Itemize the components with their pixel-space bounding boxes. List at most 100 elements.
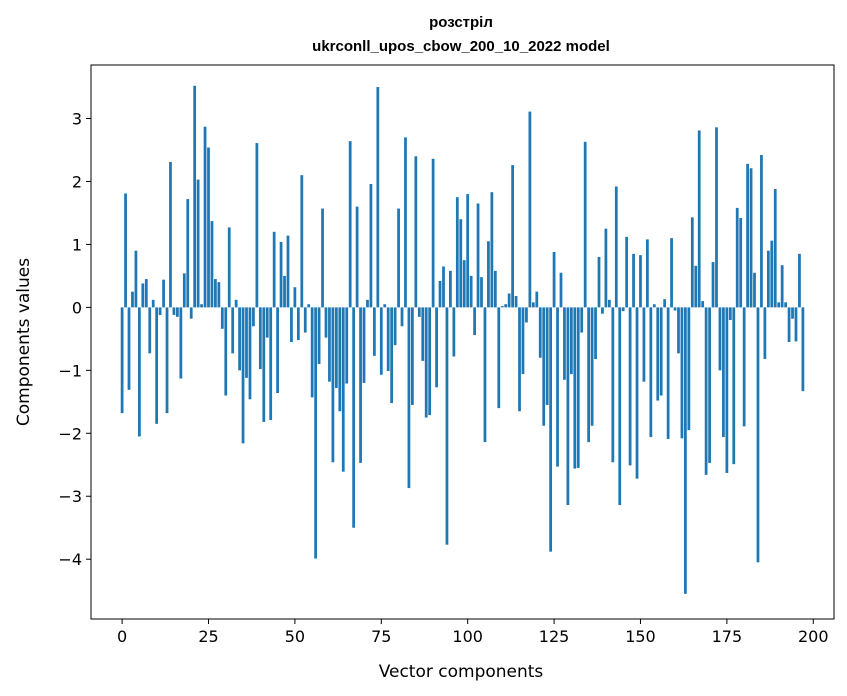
y-tick-label: −3	[58, 487, 82, 506]
bar-component-164	[687, 307, 691, 431]
bar-component-33	[234, 299, 238, 308]
bar-component-118	[528, 111, 532, 308]
bar-component-111	[504, 304, 508, 308]
bar-component-66	[348, 141, 352, 308]
bar-component-189	[773, 189, 777, 308]
bar-component-53	[303, 307, 307, 333]
bar-component-68	[355, 206, 359, 308]
bar-component-136	[590, 307, 594, 426]
bar-component-176	[728, 307, 732, 320]
bar-component-149	[635, 307, 639, 479]
bar-component-47	[283, 275, 286, 308]
bar-component-86	[417, 307, 421, 317]
bar-component-183	[753, 272, 756, 308]
bar-component-6	[141, 283, 145, 308]
bar-component-59	[324, 307, 328, 338]
bar-component-87	[421, 307, 425, 361]
bar-component-31	[227, 227, 231, 308]
bar-component-34	[238, 307, 241, 371]
bar-component-167	[697, 130, 701, 308]
bar-component-109	[497, 307, 501, 409]
bar-component-161	[677, 307, 680, 354]
x-axis-label: Vector components	[379, 662, 544, 682]
y-axis-ticks: −4 −3 −2 −1 0 1 2 3	[58, 110, 91, 569]
bar-component-5	[138, 307, 141, 437]
bar-component-173	[718, 307, 722, 371]
bar-component-54	[307, 304, 311, 308]
x-tick-label: 25	[198, 627, 218, 646]
bar-component-62	[334, 307, 338, 388]
bar-component-43	[269, 307, 273, 421]
bar-component-36	[245, 307, 248, 378]
bar-component-150	[639, 255, 642, 308]
bar-component-8	[148, 307, 152, 354]
bar-component-58	[321, 208, 324, 308]
bar-component-25	[207, 147, 210, 308]
bar-component-177	[732, 307, 736, 465]
bar-component-98	[459, 219, 463, 308]
bar-component-113	[511, 165, 514, 308]
bar-component-9	[151, 299, 155, 308]
bar-component-69	[359, 307, 362, 463]
bar-component-178	[735, 207, 739, 308]
bar-component-50	[293, 287, 297, 308]
bars-group	[120, 85, 805, 594]
y-axis-label: Components values	[14, 258, 34, 426]
bar-component-152	[646, 239, 649, 308]
bar-component-91	[435, 307, 438, 388]
bar-component-15	[172, 307, 176, 315]
x-tick-label: 200	[798, 627, 829, 646]
y-tick-label: 3	[72, 110, 82, 129]
x-tick-label: 100	[452, 627, 483, 646]
bar-component-100	[466, 194, 470, 308]
bar-component-159	[670, 238, 673, 308]
bar-component-128	[563, 307, 566, 380]
bar-component-7	[144, 279, 148, 308]
bar-component-155	[656, 307, 660, 401]
bar-component-107	[490, 192, 494, 308]
bar-component-145	[621, 307, 625, 312]
bar-component-186	[763, 307, 767, 359]
bar-component-93	[442, 266, 445, 308]
bar-component-57	[317, 307, 321, 365]
bar-component-14	[169, 161, 172, 308]
bar-component-44	[272, 231, 276, 308]
bar-component-106	[487, 241, 490, 308]
bar-component-126	[556, 307, 559, 467]
bar-component-131	[573, 307, 577, 469]
bar-component-114	[514, 296, 518, 308]
bar-component-18	[182, 273, 186, 308]
y-tick-label: −2	[58, 424, 82, 443]
bar-component-73	[372, 307, 376, 356]
bar-component-84	[411, 307, 414, 405]
bar-component-132	[576, 307, 580, 468]
bar-component-49	[290, 307, 293, 343]
bar-component-158	[666, 307, 670, 439]
bar-component-60	[328, 307, 331, 382]
bar-component-52	[300, 175, 304, 308]
bar-component-13	[165, 307, 169, 414]
bar-component-165	[690, 217, 694, 308]
bar-component-135	[587, 307, 591, 443]
bar-component-133	[580, 307, 584, 333]
bar-component-46	[279, 241, 283, 308]
bar-component-78	[390, 307, 394, 404]
bar-component-12	[162, 279, 165, 308]
bar-component-76	[383, 304, 387, 308]
bar-component-72	[369, 183, 373, 308]
bar-component-10	[155, 307, 159, 424]
bar-component-112	[507, 293, 511, 308]
bar-component-174	[722, 307, 725, 438]
bar-component-153	[649, 307, 653, 438]
bar-component-137	[594, 307, 597, 359]
bar-component-90	[431, 158, 435, 308]
bar-component-125	[552, 251, 556, 308]
bar-component-104	[480, 277, 483, 308]
bar-component-48	[286, 235, 290, 308]
bar-component-17	[179, 307, 183, 379]
bar-component-110	[500, 306, 504, 308]
bar-component-103	[476, 203, 480, 308]
bar-component-141	[607, 299, 611, 308]
bar-component-144	[618, 307, 622, 506]
bar-component-162	[680, 307, 684, 439]
